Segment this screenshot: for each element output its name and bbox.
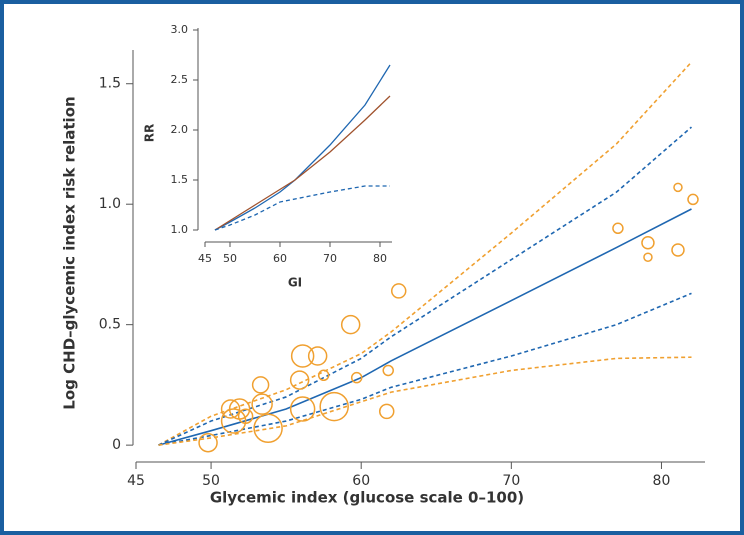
y-tick-label: 0	[112, 437, 121, 453]
bubble	[382, 364, 394, 377]
x-tick-label: 50	[223, 252, 237, 265]
bubble	[350, 371, 363, 384]
y-tick-label: 2.0	[171, 123, 189, 136]
bubble	[643, 252, 653, 262]
bubble	[307, 346, 328, 366]
bubble	[378, 403, 395, 420]
bubble	[317, 369, 330, 382]
line	[158, 356, 692, 446]
y-tick-label: 1.5	[99, 76, 121, 92]
bubble	[220, 399, 241, 419]
bubble	[251, 376, 270, 394]
bubble	[390, 283, 407, 299]
bubble	[220, 408, 247, 434]
x-tick-label: 45	[127, 473, 145, 489]
inset-y-axis-label: RR	[143, 124, 157, 142]
y-tick-label: 0.5	[99, 317, 121, 333]
line	[158, 126, 693, 446]
bubble	[251, 393, 273, 415]
inset-x-axis-label: GI	[288, 276, 302, 290]
bubble	[319, 391, 349, 422]
x-tick-label: 80	[653, 473, 671, 489]
bubble	[340, 314, 361, 335]
x-tick-label: 70	[323, 252, 337, 265]
x-tick-label: 45	[198, 252, 212, 265]
y-tick-label: 1.0	[171, 223, 189, 236]
x-tick-label: 70	[502, 473, 520, 489]
y-tick-label: 2.5	[171, 73, 189, 86]
line	[214, 64, 391, 231]
y-axis-label: Log CHD–glycemic index risk relation	[61, 96, 79, 409]
x-tick-label: 60	[352, 473, 370, 489]
bubble	[673, 182, 683, 193]
x-axis-label: Glycemic index (glucose scale 0–100)	[210, 489, 524, 507]
bubble	[612, 222, 624, 235]
bubble	[289, 370, 310, 390]
bubble	[290, 344, 315, 368]
y-tick-label: 3.0	[171, 23, 189, 36]
bubble	[253, 413, 283, 444]
x-tick-label: 60	[273, 252, 287, 265]
bubble	[198, 432, 218, 453]
x-tick-label: 50	[202, 473, 220, 489]
x-tick-label: 80	[373, 252, 387, 265]
line	[158, 292, 692, 446]
bubble	[641, 235, 655, 250]
bubble	[687, 193, 699, 206]
line	[214, 95, 391, 231]
y-tick-label: 1.5	[171, 173, 189, 186]
bubble	[671, 243, 685, 257]
y-tick-label: 1.0	[99, 196, 121, 212]
line	[158, 61, 693, 446]
bubble	[289, 396, 316, 422]
